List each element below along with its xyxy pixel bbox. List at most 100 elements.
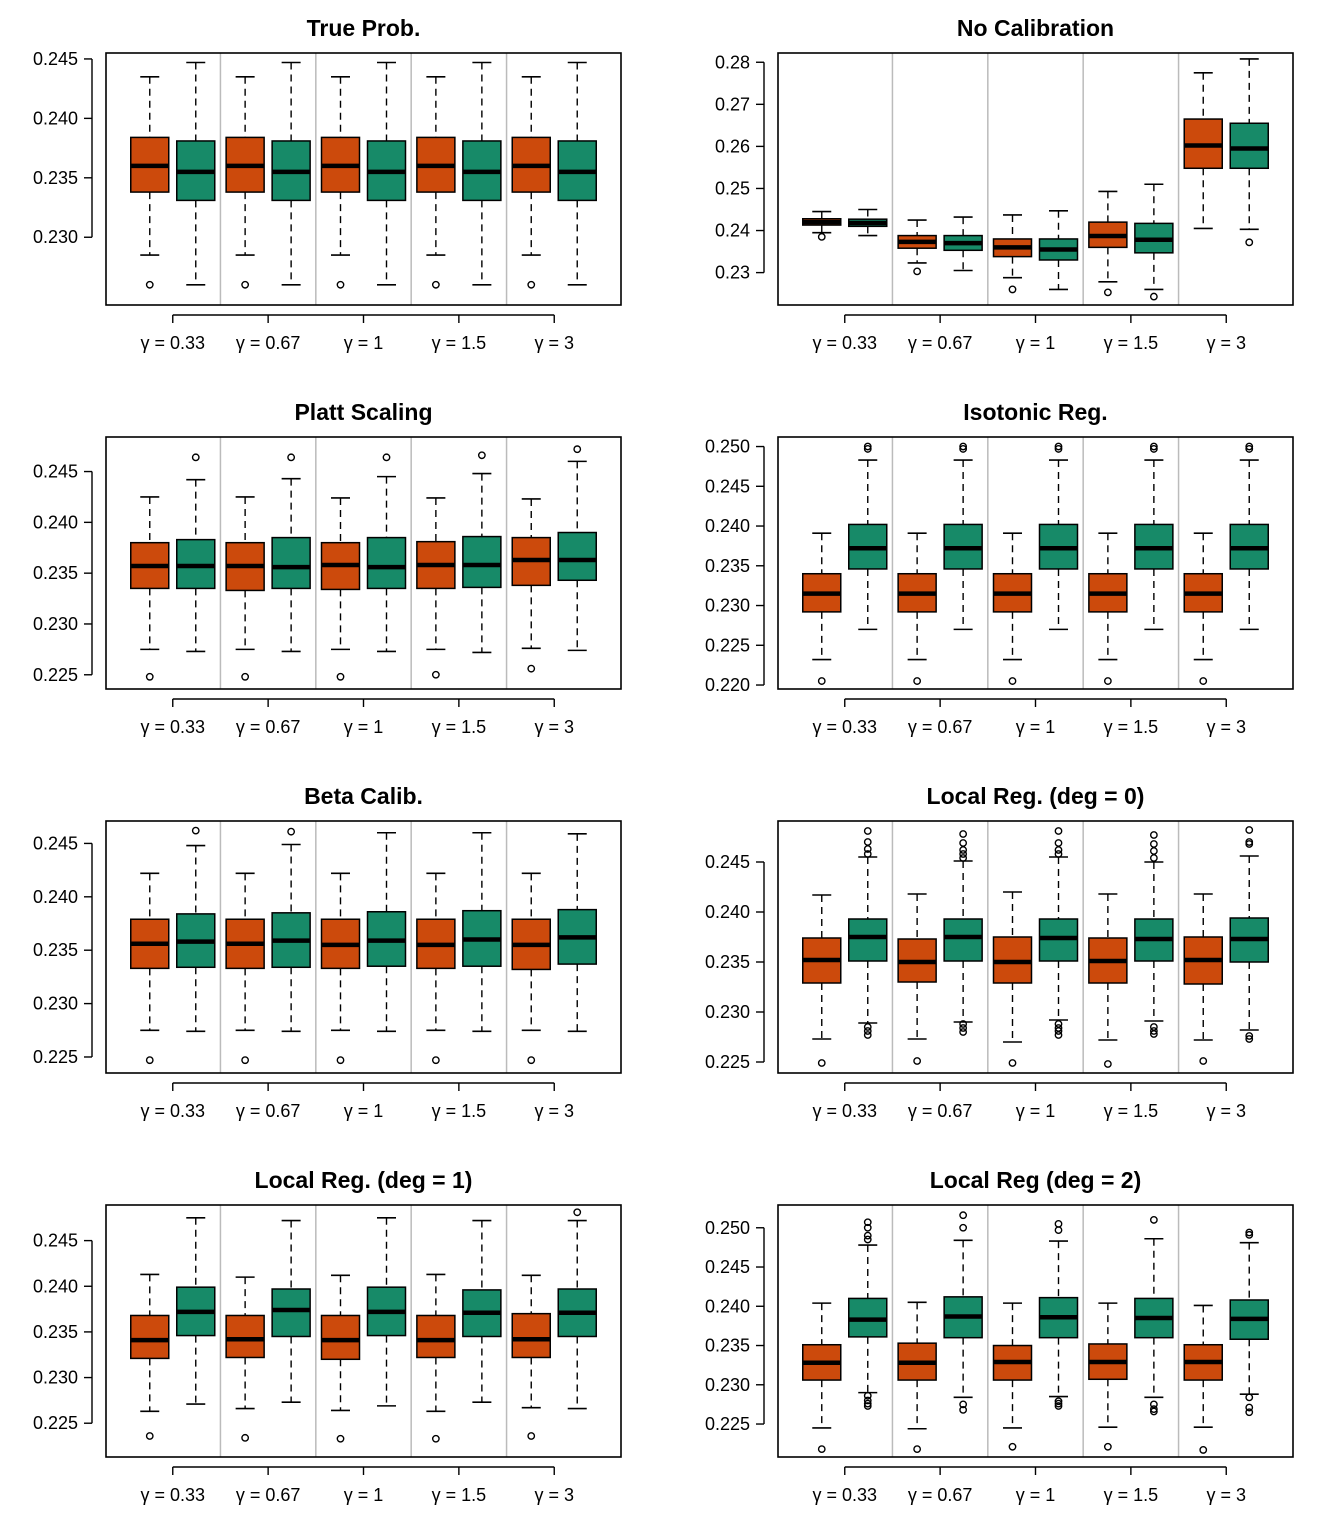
- green-box: [557, 445, 597, 652]
- outlier-point: [1245, 1408, 1254, 1417]
- y-tick-label: 0.230: [33, 1368, 78, 1388]
- outlier-point: [817, 1059, 826, 1067]
- green-box: [1229, 442, 1269, 631]
- y-tick-label: 0.240: [705, 902, 750, 922]
- outlier-point: [1245, 1393, 1254, 1402]
- outlier-point: [863, 1231, 872, 1240]
- green-box: [1038, 1219, 1079, 1410]
- x-tick-label: γ = 0.33: [140, 1101, 205, 1121]
- outlier-point: [959, 846, 968, 854]
- chart-title: Beta Calib.: [304, 783, 423, 809]
- x-tick-label: γ = 1: [1016, 1485, 1056, 1505]
- outlier-point: [1245, 838, 1254, 846]
- y-tick-label: 0.225: [705, 1414, 750, 1434]
- outlier-point: [959, 1028, 968, 1036]
- iqr-box: [1229, 122, 1269, 170]
- outlier-point: [863, 1402, 872, 1410]
- y-tick-label: 0.245: [33, 49, 78, 69]
- x-tick-label: γ = 0.33: [812, 1485, 877, 1505]
- y-tick-label: 0.220: [705, 675, 750, 695]
- y-tick-label: 0.240: [33, 1276, 78, 1296]
- outlier-point: [287, 827, 296, 836]
- chart-title: True Prob.: [307, 15, 421, 41]
- x-tick-label: γ = 1: [1016, 1101, 1056, 1121]
- x-tick-label: γ = 0.67: [908, 1101, 973, 1121]
- orange-box: [511, 1274, 551, 1440]
- y-tick-label: 0.26: [715, 136, 750, 156]
- orange-box: [130, 75, 170, 289]
- green-box: [848, 442, 888, 631]
- chart-panel: Local Reg. (deg = 1) 0.225 0.230 0.235 0.240…: [33, 1167, 622, 1505]
- chart-title: Local Reg. (deg = 1): [255, 1167, 473, 1193]
- orange-box: [992, 891, 1033, 1067]
- green-box: [557, 1208, 597, 1410]
- green-box: [271, 1219, 311, 1404]
- orange-box: [511, 75, 551, 289]
- outlier-point: [287, 453, 296, 462]
- outlier-point: [477, 451, 486, 460]
- orange-box: [130, 496, 170, 681]
- x-tick-label: γ = 1.5: [1104, 1101, 1159, 1121]
- outlier-point: [1054, 1226, 1063, 1235]
- outlier-point: [1008, 1442, 1017, 1451]
- outlier-point: [1149, 445, 1158, 453]
- outlier-point: [1054, 846, 1063, 854]
- outlier-point: [1149, 292, 1158, 301]
- outlier-point: [145, 280, 154, 289]
- green-box: [366, 1216, 407, 1407]
- iqr-box: [320, 1314, 361, 1361]
- outlier-point: [863, 838, 872, 846]
- plot-frame: [105, 1204, 622, 1458]
- outlier-point: [431, 1056, 440, 1065]
- outlier-point: [145, 672, 154, 681]
- outlier-point: [527, 664, 536, 673]
- green-box: [366, 61, 407, 286]
- outlier-point: [959, 442, 968, 451]
- y-tick-label: 0.240: [33, 108, 78, 128]
- x-tick-label: γ = 1: [344, 1485, 384, 1505]
- green-box: [848, 208, 888, 237]
- y-tick-label: 0.240: [705, 1296, 750, 1316]
- green-box: [271, 453, 311, 653]
- green-box: [462, 61, 502, 286]
- outlier-point: [1245, 1032, 1254, 1040]
- y-tick-label: 0.230: [705, 1375, 750, 1395]
- x-tick-label: γ = 0.33: [140, 333, 205, 353]
- outlier-point: [1008, 285, 1017, 294]
- outlier-point: [1008, 1059, 1017, 1067]
- outlier-point: [863, 1223, 872, 1232]
- outlier-point: [1054, 445, 1063, 453]
- outlier-point: [1054, 1399, 1063, 1408]
- orange-box: [225, 872, 265, 1065]
- y-tick-label: 0.235: [705, 1336, 750, 1356]
- outlier-point: [959, 854, 968, 862]
- outlier-point: [336, 1056, 345, 1065]
- green-box: [943, 216, 983, 272]
- outlier-point: [336, 280, 345, 289]
- outlier-point: [527, 1432, 536, 1440]
- outlier-point: [1054, 1027, 1063, 1035]
- outlier-point: [191, 453, 200, 462]
- outlier-point: [1245, 445, 1254, 453]
- y-tick-label: 0.27: [715, 94, 750, 114]
- x-tick-label: γ = 1.5: [1104, 717, 1159, 737]
- outlier-point: [1149, 854, 1158, 862]
- y-tick-label: 0.235: [705, 952, 750, 972]
- outlier-point: [1054, 1219, 1063, 1228]
- outlier-point: [1054, 827, 1063, 835]
- outlier-point: [145, 1432, 154, 1440]
- y-tick-label: 0.235: [33, 168, 78, 188]
- outlier-point: [1054, 850, 1063, 858]
- y-tick-label: 0.230: [705, 1002, 750, 1022]
- outlier-point: [431, 280, 440, 289]
- outlier-point: [959, 1400, 968, 1409]
- x-tick-label: γ = 3: [1206, 717, 1246, 737]
- y-tick-label: 0.24: [715, 221, 750, 241]
- y-tick-label: 0.245: [33, 1231, 78, 1251]
- outlier-point: [959, 1024, 968, 1032]
- iqr-box: [271, 536, 311, 590]
- orange-box: [416, 872, 456, 1065]
- y-tick-label: 0.235: [705, 556, 750, 576]
- iqr-box: [848, 918, 888, 962]
- orange-box: [225, 496, 265, 681]
